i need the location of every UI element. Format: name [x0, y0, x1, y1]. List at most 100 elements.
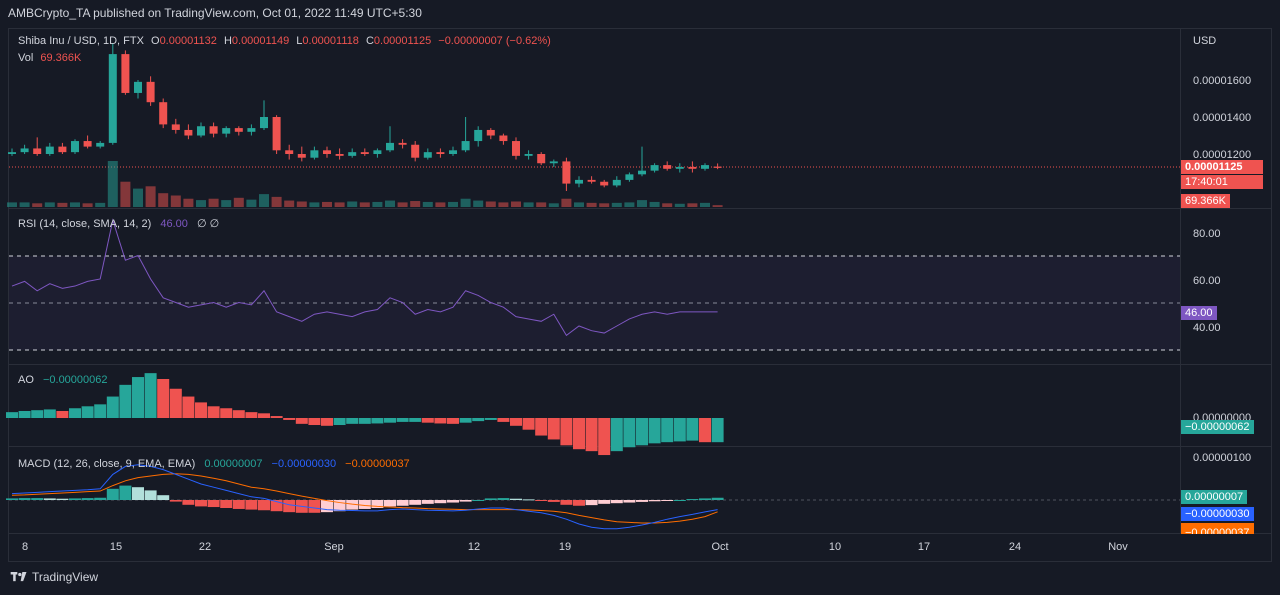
ao-bar [119, 384, 132, 418]
macd-histogram-bar [371, 500, 384, 508]
volume-bar [397, 202, 408, 207]
macd-histogram-bar [69, 498, 81, 500]
volume-tag: 69.366K [1181, 194, 1230, 208]
macd-histogram-bar [434, 500, 447, 504]
candle-body [108, 54, 117, 143]
volume-bar [133, 188, 143, 207]
ao-bar [308, 418, 321, 426]
macd-histogram-bar [686, 499, 699, 501]
volume-bar [674, 203, 685, 207]
candle-body [398, 142, 407, 145]
macd-histogram-bar [610, 500, 623, 504]
volume-bar [322, 201, 332, 207]
ao-bar [522, 418, 535, 430]
candle-body [348, 152, 357, 156]
volume-label[interactable]: Vol [18, 52, 34, 64]
volume-bar [511, 201, 521, 207]
volume-bar [649, 201, 660, 207]
footer-brand[interactable]: TradingView [32, 570, 99, 584]
macd-signal-tag: −0.00000037 [1181, 523, 1254, 534]
ao-bar [396, 418, 409, 422]
volume-bar [246, 199, 257, 207]
ao-bar [144, 373, 157, 418]
candle-body [335, 154, 344, 156]
ao-bar [686, 418, 699, 441]
open-value: 0.00001132 [159, 35, 217, 47]
ao-bar [207, 406, 220, 418]
macd-histogram-bar [31, 498, 44, 500]
rsi-label[interactable]: RSI (14, close, SMA, 14, 2) [18, 218, 152, 230]
ao-bar [711, 418, 724, 443]
volume-bar [170, 195, 181, 207]
ao-bar [661, 418, 674, 443]
candle-body [688, 166, 697, 169]
candle-body [71, 141, 79, 153]
volume-bar [548, 203, 559, 207]
candle-body [713, 166, 722, 168]
ao-bar [182, 396, 195, 418]
volume-bar [19, 202, 30, 207]
volume-bar [82, 203, 93, 207]
candle-body [638, 170, 646, 175]
volume-bar [422, 201, 433, 207]
ao-bar [371, 418, 384, 424]
macd-label[interactable]: MACD (12, 26, close, 9, EMA, EMA) [18, 458, 196, 470]
macd-histogram-bar [207, 500, 220, 508]
tradingview-logo-icon[interactable] [10, 572, 28, 582]
volume-bar [574, 202, 584, 207]
ao-label[interactable]: AO [18, 374, 34, 386]
candle-body [474, 129, 483, 142]
pane-separator-price-rsi[interactable] [8, 208, 1272, 209]
ao-bar [497, 418, 510, 422]
volume-bar [599, 203, 610, 207]
macd-histogram-bar [648, 500, 661, 502]
macd-histogram-bar [522, 499, 535, 501]
volume-bar [485, 201, 496, 207]
macd-histogram-bar [447, 500, 459, 503]
ao-bar [409, 418, 422, 422]
ao-bar [43, 409, 56, 418]
ao-bar [585, 418, 598, 452]
volume-bar [561, 198, 572, 207]
ao-bar [81, 406, 94, 418]
candle-body [272, 117, 281, 151]
pane-separator-rsi-ao[interactable] [8, 364, 1272, 365]
macd-hist-value: 0.00000007 [204, 458, 263, 470]
volume-bar [196, 200, 206, 207]
macd-tick-0: 0.00000100 [1193, 452, 1251, 464]
ao-bar [132, 377, 144, 418]
candle-body [600, 181, 609, 186]
ao-bar [648, 418, 661, 444]
volume-bar [624, 202, 635, 207]
chart-frame[interactable] [8, 28, 1272, 562]
time-axis-label: 17 [918, 541, 930, 553]
ao-bar [283, 418, 296, 420]
time-axis[interactable]: 8 15 22 Sep 12 19 Oct 10 17 24 Nov [22, 541, 1128, 553]
candle-body [625, 174, 634, 180]
volume-bar [296, 201, 307, 207]
candle-body [184, 129, 193, 136]
macd-signal-line [11, 473, 718, 524]
candle-body [33, 148, 42, 154]
rsi-legend: RSI (14, close, SMA, 14, 2) 46.00 ∅ ∅ [18, 217, 219, 230]
ao-bar [321, 418, 333, 426]
rsi-line [11, 218, 718, 337]
symbol-name[interactable]: Shiba Inu / USD, 1D, FTX [18, 35, 144, 47]
candle-body [285, 150, 294, 154]
ao-bar [547, 418, 560, 440]
high-label: H [223, 35, 232, 47]
ao-bar [358, 418, 371, 424]
pane-separator-ao-macd[interactable] [8, 446, 1272, 447]
volume-bar [435, 202, 446, 207]
macd-histogram-bar [711, 497, 724, 500]
ao-bar [560, 418, 573, 446]
candle-body [121, 54, 130, 93]
ao-bar [623, 418, 636, 448]
last-price-tag: 0.00001125 [1181, 160, 1263, 174]
candle-body [650, 165, 659, 171]
macd-histogram-bar [245, 500, 258, 510]
candle-body [8, 152, 16, 154]
candle-body [96, 142, 105, 147]
macd-histogram-bar [472, 500, 485, 501]
